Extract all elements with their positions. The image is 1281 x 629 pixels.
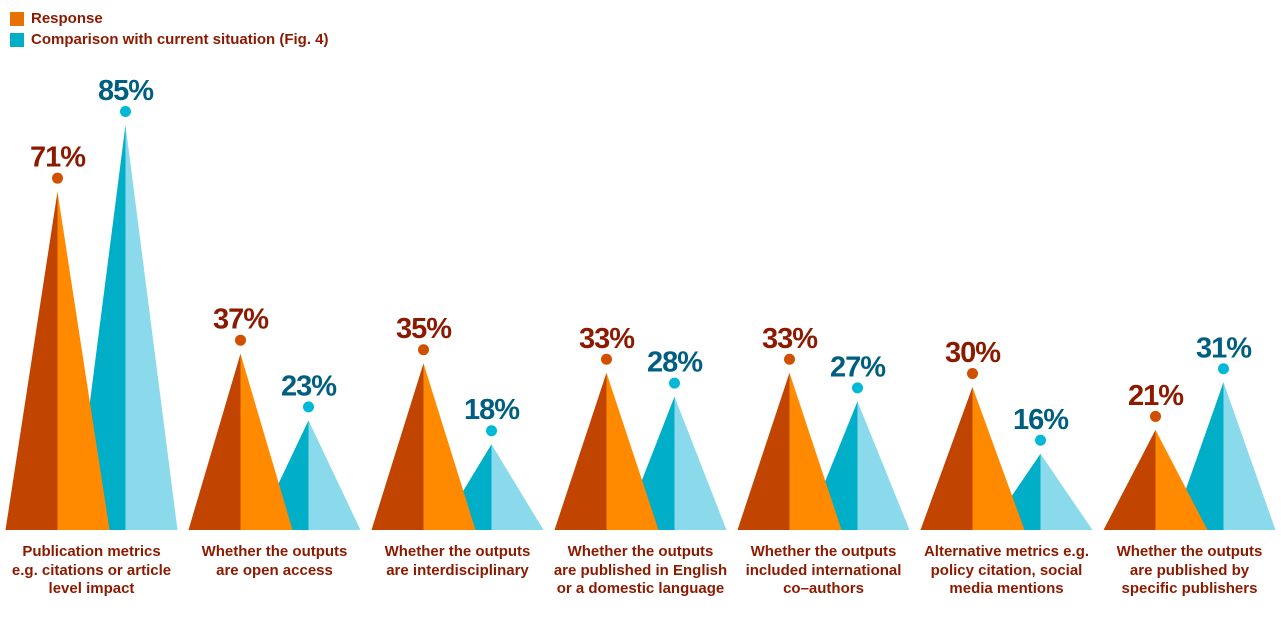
response-triangle-left-half [1103, 429, 1156, 530]
comparison-peak-dot [1035, 434, 1046, 446]
response-triangle-left-half [920, 387, 973, 530]
comparison-value-label: 31% [1196, 332, 1252, 364]
response-value-label: 37% [213, 304, 269, 336]
legend-label-response: Response [31, 10, 103, 27]
response-peak-dot [967, 368, 978, 380]
response-triangle-right-half [423, 363, 476, 530]
comparison-swatch-icon [10, 32, 24, 47]
comparison-value-label: 28% [647, 347, 703, 379]
comparison-peak-dot [486, 425, 497, 437]
comparison-triangle-right-half [491, 444, 544, 530]
response-value-label: 33% [579, 323, 635, 355]
comparison-value-label: 85% [98, 75, 154, 107]
response-value-label: 71% [30, 142, 86, 174]
comparison-value-label: 16% [1013, 404, 1069, 436]
legend: Response Comparison with current situati… [10, 8, 329, 50]
response-value-label: 21% [1128, 380, 1184, 412]
comparison-triangle-left-half [805, 401, 858, 530]
response-triangle-right-half [57, 191, 110, 530]
response-triangle-right-half [606, 372, 659, 530]
response-triangle-left-half [371, 363, 424, 530]
response-peak-dot [52, 172, 63, 184]
legend-label-comparison: Comparison with current situation (Fig. … [31, 31, 329, 48]
response-triangle-left-half [554, 372, 607, 530]
response-triangle-right-half [789, 372, 842, 530]
response-swatch-icon [10, 11, 24, 26]
response-value-label: 30% [945, 337, 1001, 369]
legend-item-response: Response [10, 8, 329, 29]
comparison-triangle-left-half [439, 444, 492, 530]
comparison-peak-dot [669, 377, 680, 389]
response-triangle-left-half [188, 353, 241, 530]
response-peak-dot [418, 344, 429, 356]
response-peak-dot [601, 353, 612, 365]
response-triangle-right-half [240, 353, 293, 530]
legend-item-comparison: Comparison with current situation (Fig. … [10, 29, 329, 50]
response-triangle-left-half [737, 372, 790, 530]
response-peak-dot [1150, 410, 1161, 422]
comparison-triangle-right-half [857, 401, 910, 530]
comparison-peak-dot [120, 105, 131, 117]
response-triangle-left-half [5, 191, 58, 530]
comparison-value-label: 18% [464, 394, 520, 426]
comparison-peak-dot [303, 401, 314, 413]
comparison-triangle-right-half [308, 420, 361, 530]
comparison-triangle-right-half [674, 396, 727, 530]
response-peak-dot [784, 353, 795, 365]
comparison-peak-dot [852, 382, 863, 394]
response-value-label: 33% [762, 323, 818, 355]
response-value-label: 35% [396, 313, 452, 345]
comparison-peak-dot [1218, 363, 1229, 375]
comparison-triangle-right-half [1223, 382, 1276, 530]
comparison-value-label: 27% [830, 351, 886, 383]
comparison-triangle-right-half [1040, 453, 1093, 530]
response-peak-dot [235, 334, 246, 346]
comparison-triangle-right-half [125, 124, 178, 530]
comparison-triangle-left-half [622, 396, 675, 530]
response-triangle-right-half [1155, 429, 1208, 530]
comparison-value-label: 23% [281, 370, 337, 402]
response-triangle-right-half [972, 387, 1025, 530]
